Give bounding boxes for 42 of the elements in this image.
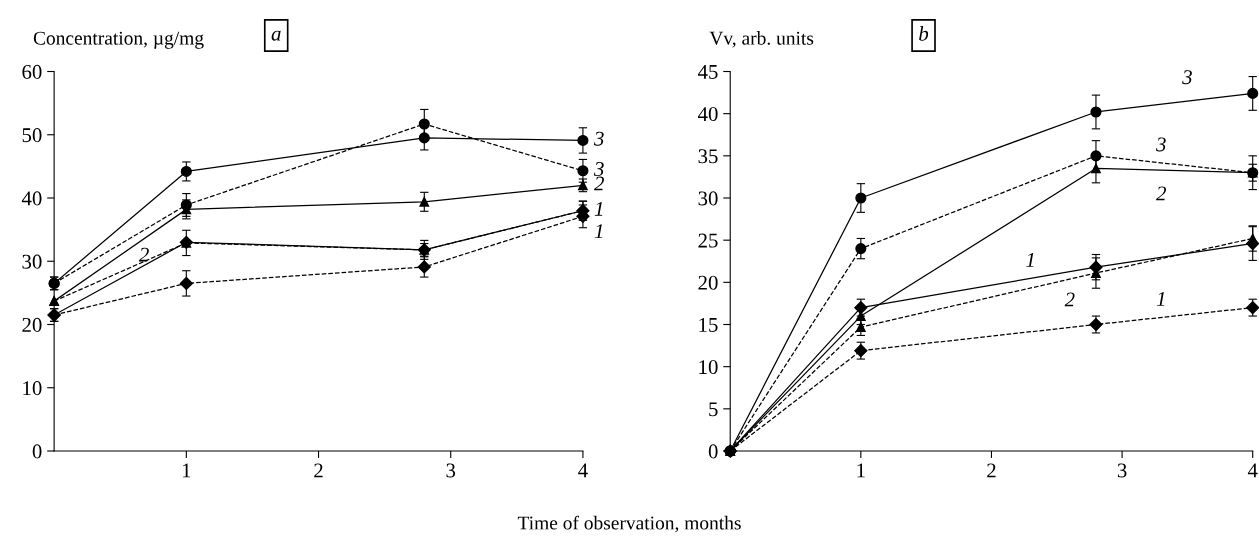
- y-tick-label: 30: [698, 191, 718, 206]
- x-tick-label: 1: [182, 463, 191, 478]
- x-tick-label: 3: [1117, 463, 1127, 478]
- y-tick-label: 5: [709, 402, 718, 417]
- annotation: 2: [1156, 186, 1167, 201]
- y-tick-label: 30: [22, 254, 42, 269]
- x-tick-label: 4: [1247, 463, 1258, 478]
- x-tick-label: 3: [446, 463, 456, 478]
- x-axis-title: Time of observation, months: [517, 515, 741, 533]
- x-tick-label: 1: [857, 463, 865, 478]
- y-tick-label: 20: [22, 317, 42, 332]
- y-axis-title: Vv, arb. units: [709, 31, 814, 48]
- y-tick-label: 20: [698, 275, 718, 290]
- text: b: [919, 26, 929, 41]
- annotation: 1: [1026, 252, 1034, 267]
- y-tick-label: 10: [23, 381, 42, 396]
- text: 3: [594, 131, 604, 146]
- y-tick-label: 35: [698, 149, 718, 164]
- y-axis-title: Concentration, µg/mg: [33, 31, 204, 49]
- text: 3: [594, 162, 604, 177]
- y-tick-label: 50: [22, 128, 42, 143]
- y-tick-label: 40: [697, 107, 718, 122]
- x-tick-label: 2: [987, 463, 996, 478]
- y-tick-label: 60: [22, 64, 42, 79]
- x-tick-label: 4: [578, 463, 588, 478]
- y-tick-label: 0: [32, 444, 42, 459]
- text: a: [271, 30, 281, 41]
- annotation: 2: [1064, 292, 1075, 307]
- annotation: 2: [138, 247, 149, 262]
- y-tick-label: 45: [697, 65, 718, 79]
- text: 1: [594, 201, 603, 216]
- x-tick-label: 2: [314, 463, 323, 478]
- annotation: 1: [1156, 292, 1165, 306]
- text: 1: [594, 224, 603, 239]
- text: 2: [594, 176, 604, 191]
- annotation: 3: [1182, 70, 1192, 85]
- y-tick-label: 25: [698, 233, 718, 248]
- y-tick-label: 40: [21, 191, 42, 206]
- annotation: 3: [1156, 137, 1166, 152]
- y-tick-label: 10: [699, 360, 718, 375]
- y-tick-label: 0: [708, 444, 718, 459]
- y-tick-label: 15: [699, 317, 718, 332]
